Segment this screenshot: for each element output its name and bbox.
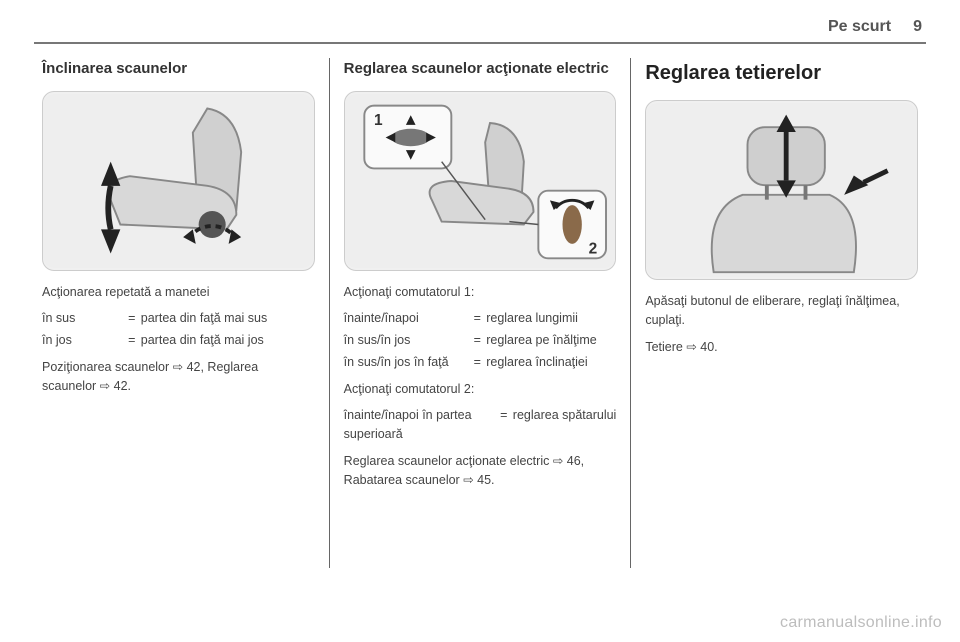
- col2-title: Reglarea scaunelor acţionate electric: [344, 58, 617, 81]
- svg-text:2: 2: [588, 240, 597, 257]
- watermark: carmanualsonline.info: [780, 614, 942, 632]
- col1-refs: Poziţionarea scaunelor ⇨ 42, Reglarea sc…: [42, 358, 315, 396]
- headrest-illustration: [646, 101, 917, 279]
- col1-definitions: în sus = partea din faţă mai sus în jos …: [42, 309, 315, 350]
- col3-title: Reglarea tetierelor: [645, 58, 918, 88]
- col2-lead2: Acţionaţi comutatorul 2:: [344, 380, 617, 399]
- page-number: 9: [913, 18, 922, 36]
- def-term: în sus: [42, 309, 123, 328]
- def-desc: reglarea înclinaţiei: [486, 353, 616, 372]
- header-rule: [34, 42, 926, 44]
- def-desc: reglarea spătarului: [513, 406, 617, 444]
- column-1: Înclinarea scaunelor: [28, 58, 329, 568]
- equals: =: [127, 331, 137, 350]
- def-desc: reglarea pe înălţime: [486, 331, 616, 350]
- col1-caption: Acţionarea repetată a manetei: [42, 283, 315, 302]
- col2-definitions-2: înainte/înapoi în partea supe­rioară = r…: [344, 406, 617, 444]
- def-desc: partea din faţă mai jos: [141, 331, 315, 350]
- equals: =: [472, 331, 482, 350]
- col2-refs: Reglarea scaunelor acţionate electric ⇨ …: [344, 452, 617, 490]
- manual-page: Pe scurt 9 Înclinarea scaunelor: [0, 0, 960, 642]
- svg-text:1: 1: [374, 111, 383, 128]
- equals: =: [472, 309, 482, 328]
- col2-lead1: Acţionaţi comutatorul 1:: [344, 283, 617, 302]
- col1-figure: [42, 91, 315, 271]
- content-columns: Înclinarea scaunelor: [28, 58, 932, 568]
- seat-tilt-illustration: [43, 92, 314, 270]
- page-header: Pe scurt 9: [28, 18, 932, 36]
- equals: =: [127, 309, 137, 328]
- col3-figure: [645, 100, 918, 280]
- def-term: înainte/înapoi: [344, 309, 469, 328]
- col3-body: Apăsaţi butonul de eliberare, reglaţi în…: [645, 292, 918, 330]
- col1-title: Înclinarea scaunelor: [42, 58, 315, 81]
- col3-refs: Tetiere ⇨ 40.: [645, 338, 918, 357]
- def-term: în sus/în jos: [344, 331, 469, 350]
- equals: =: [499, 406, 509, 444]
- def-desc: reglarea lungimii: [486, 309, 616, 328]
- def-term: în sus/în jos în faţă: [344, 353, 469, 372]
- col2-figure: 1 2: [344, 91, 617, 271]
- equals: =: [472, 353, 482, 372]
- def-desc: partea din faţă mai sus: [141, 309, 315, 328]
- col2-definitions-1: înainte/înapoi = reglarea lungimii în su…: [344, 309, 617, 371]
- column-3: Reglarea tetierelor: [630, 58, 932, 568]
- def-term: în jos: [42, 331, 123, 350]
- column-2: Reglarea scaunelor acţionate electric 1: [329, 58, 631, 568]
- power-seat-illustration: 1 2: [345, 92, 616, 270]
- def-term: înainte/înapoi în partea supe­rioară: [344, 406, 495, 444]
- chapter-title: Pe scurt: [828, 18, 891, 36]
